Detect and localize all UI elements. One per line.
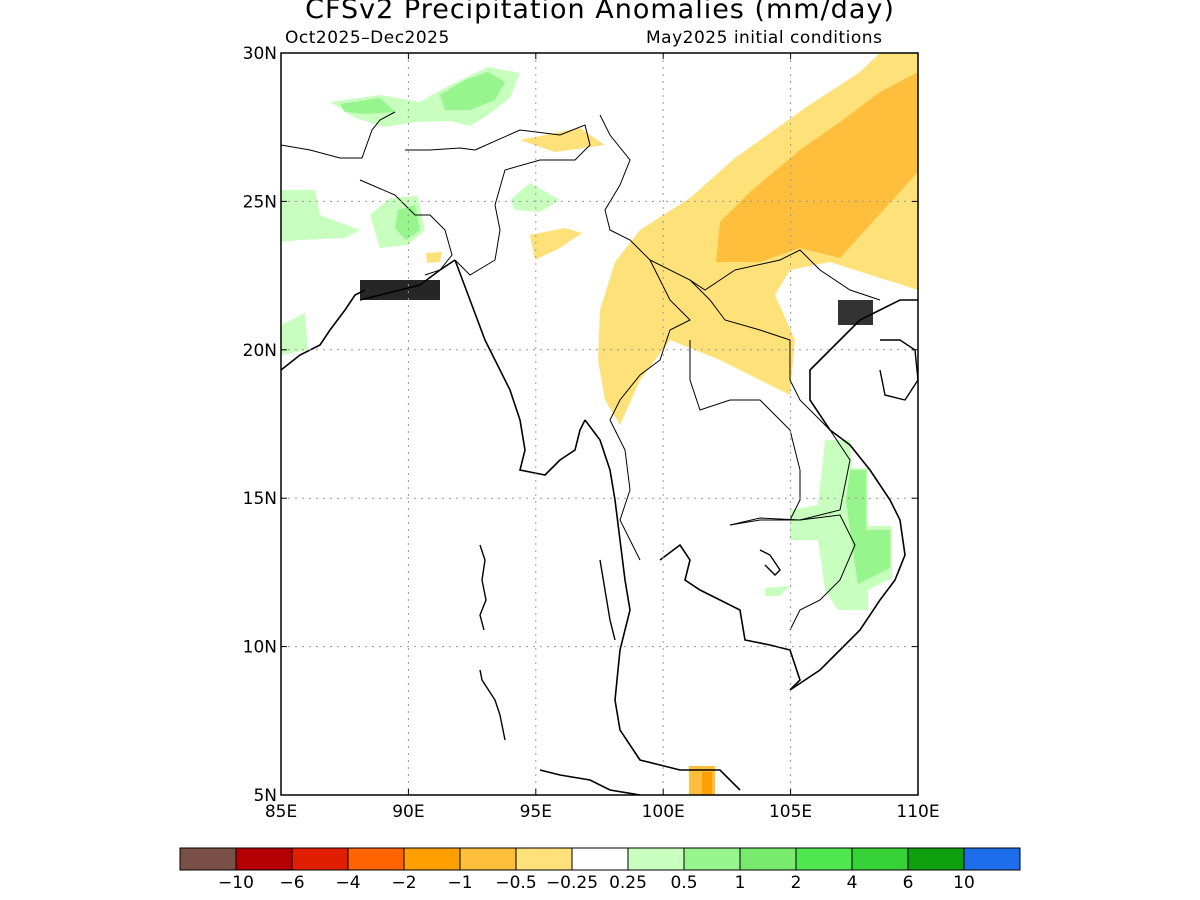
wet-anomaly-region-himalaya-core (340, 98, 395, 114)
colorbar-swatch (963, 847, 1021, 871)
colorbar-swatch (795, 847, 853, 871)
andaman-islands (479, 544, 487, 631)
india-myanmar-border (454, 124, 591, 276)
cambodia-border (729, 514, 856, 631)
wet-anomaly-region-cambodia (765, 586, 790, 596)
x-tick-label: 100E (642, 802, 685, 822)
wet-anomaly-region-vietnam (790, 440, 892, 610)
axes: 85E 90E 95E 100E 105E 110E 30N 25N 20N 15N 10N 5N (243, 44, 940, 822)
grid-lines (281, 53, 918, 795)
wet-anomaly-region-west (281, 190, 360, 242)
dry-anomaly-region-north (520, 128, 605, 152)
colorbar-label: −6 (279, 873, 304, 893)
coastline-malay-north (539, 769, 641, 795)
colorbar-swatch (291, 847, 349, 871)
y-tick-label: 20N (243, 341, 277, 361)
wet-anomaly-region-himalaya-core2 (440, 72, 505, 110)
bhutan-border (405, 147, 476, 151)
coastline-myanmar-west (454, 259, 586, 476)
colorbar-swatch (459, 847, 517, 871)
colorbar-swatch (347, 847, 405, 871)
x-tick-label: 110E (896, 802, 939, 822)
y-tick-label: 30N (243, 44, 277, 64)
colorbar-label: −0.25 (546, 873, 598, 893)
colorbar-swatch (235, 847, 293, 871)
colorbar-swatch (683, 847, 741, 871)
bangladesh-border (359, 179, 453, 276)
coastline-thailand-east-gulf (659, 543, 801, 691)
colorbar: −10 −6 −4 −2 −1 −0.5 −0.25 0.25 0.5 1 2 4 6 10 (179, 847, 1021, 893)
coastal-islands-west (599, 559, 616, 641)
hainan-island (879, 339, 919, 401)
colorbar-label: 0.25 (609, 873, 647, 893)
colorbar-label: 6 (903, 873, 914, 893)
x-tick-label: 90E (392, 802, 424, 822)
initial-conditions-label: May2025 initial conditions (646, 28, 883, 48)
colorbar-swatch (851, 847, 909, 871)
y-tick-label: 15N (243, 489, 277, 509)
colorbar-label: −4 (335, 873, 360, 893)
colorbar-swatch (403, 847, 461, 871)
colorbar-label: 1 (735, 873, 746, 893)
laos-thailand-border (689, 340, 801, 521)
x-tick-label: 85E (265, 802, 297, 822)
colorbar-label: −2 (391, 873, 416, 893)
tonle-sap (759, 549, 781, 576)
coastline-india-east (281, 289, 366, 371)
tonkin-coast (838, 300, 873, 325)
ganges-delta-coast (360, 280, 440, 300)
dry-anomaly-region-bengal (426, 252, 442, 263)
colorbar-swatch (571, 847, 629, 871)
wet-anomaly-region-myanmar-north (510, 183, 560, 212)
myanmar-china-border (599, 114, 736, 291)
colorbar-label: −0.5 (495, 873, 536, 893)
anomaly-shading (281, 53, 918, 795)
map-title: CFSv2 Precipitation Anomalies (mm/day) (305, 0, 895, 25)
x-tick-label: 95E (520, 802, 552, 822)
vietnam-china-border (734, 249, 881, 301)
india-nepal-border (281, 111, 396, 159)
country-borders (281, 111, 881, 631)
dry-anomaly-region-south-strong (702, 772, 712, 795)
colorbar-label: 2 (791, 873, 802, 893)
dry-anomaly-region-central (530, 228, 582, 260)
colorbar-swatch (179, 847, 237, 871)
dry-anomaly-region-core (716, 72, 918, 262)
colorbar-label: 0.5 (670, 873, 697, 893)
y-tick-label: 5N (253, 786, 277, 806)
colorbar-label: −1 (447, 873, 472, 893)
colorbar-swatch (739, 847, 797, 871)
colorbar-label: 10 (953, 873, 975, 893)
y-tick-label: 25N (243, 192, 277, 212)
coastline-thailand-gulf (584, 419, 741, 791)
wet-anomaly-region-odisha (281, 313, 308, 355)
colorbar-swatch (627, 847, 685, 871)
colorbar-swatch (515, 847, 573, 871)
x-tick-label: 105E (769, 802, 812, 822)
myanmar-laos-thailand-border (609, 259, 691, 561)
colorbar-label: 4 (847, 873, 858, 893)
y-tick-label: 10N (243, 638, 277, 658)
colorbar-label: −10 (218, 873, 254, 893)
plot-frame (280, 52, 919, 796)
season-label: Oct2025–Dec2025 (285, 28, 450, 48)
nicobar-islands (479, 669, 506, 741)
colorbar-swatch (907, 847, 965, 871)
